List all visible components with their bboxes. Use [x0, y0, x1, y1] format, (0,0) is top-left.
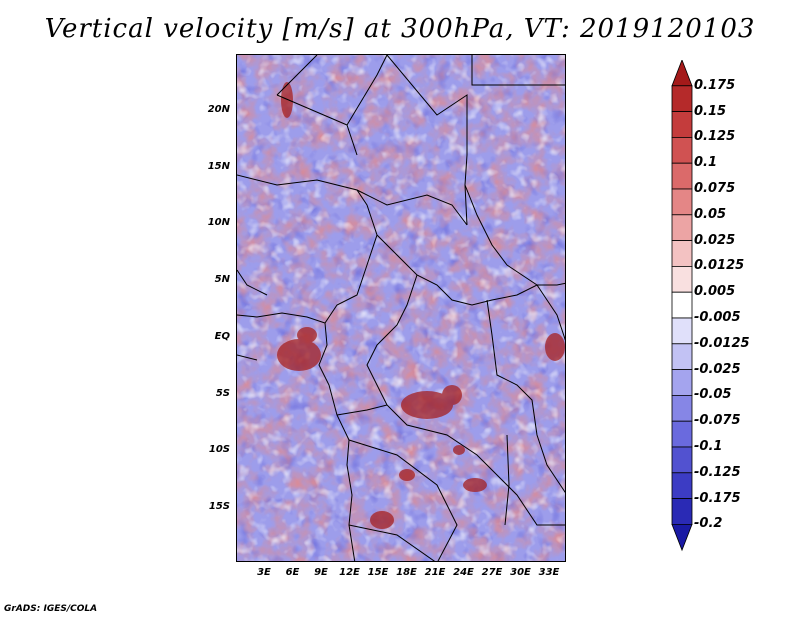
colorbar-tick-label: 0.15	[694, 103, 727, 119]
colorbar-tick-label: 0.175	[694, 77, 736, 93]
x-tick-label: 3E	[257, 567, 271, 578]
colorbar-tick-label: -0.025	[694, 361, 741, 377]
colorbar-swatch	[671, 369, 693, 396]
field-neutral-texture	[237, 55, 565, 561]
colorbar-swatch	[671, 446, 693, 474]
x-tick-label: 15E	[367, 567, 389, 578]
colorbar-tick-label: -0.175	[694, 490, 741, 506]
colorbar-tick-label: -0.005	[694, 310, 741, 325]
colorbar-swatch	[671, 85, 693, 112]
footer-credit: GrADS: IGES/COLA	[4, 604, 98, 614]
y-tick-label: 15S	[208, 500, 230, 512]
colorbar-min-triangle	[671, 523, 693, 552]
y-tick-label: 5S	[215, 387, 230, 399]
y-tick-label: 5N	[214, 274, 230, 286]
country-borders	[237, 55, 565, 561]
colorbar-tick-label: -0.075	[694, 413, 741, 429]
velocity-field-map	[237, 55, 565, 561]
colorbar-tick-label: -0.125	[694, 464, 741, 480]
colorbar-swatch	[671, 188, 693, 216]
colorbar-swatch	[671, 162, 693, 190]
colorbar-tick-label: -0.2	[694, 516, 723, 532]
y-tick-label: 10N	[207, 217, 230, 229]
x-tick-label: 21E	[424, 567, 446, 578]
colorbar-tick-label: 0.1	[694, 155, 718, 171]
colorbar-tick-label: 0.005	[694, 284, 736, 300]
x-tick-label: 27E	[481, 567, 503, 578]
map-panel	[236, 54, 566, 562]
colorbar-max-triangle	[671, 60, 693, 87]
x-tick-label: 9E	[314, 567, 328, 578]
colorbar-swatch	[671, 472, 693, 499]
colorbar-swatch	[671, 137, 693, 164]
x-tick-label: 33E	[538, 567, 560, 578]
x-tick-label: 30E	[510, 567, 531, 578]
colorbar-swatch	[671, 420, 693, 448]
colorbar-tick-label: 0.05	[694, 206, 727, 222]
colorbar-swatch	[671, 394, 693, 422]
colorbar	[671, 60, 693, 552]
colorbar-swatch	[671, 240, 693, 267]
colorbar-swatch	[671, 265, 693, 293]
colorbar-tick-label: 0.125	[694, 129, 736, 145]
colorbar-tick-label: 0.025	[694, 232, 736, 248]
x-tick-label: 24E	[453, 567, 474, 578]
colorbar-tick-label: -0.0125	[694, 335, 750, 351]
colorbar-swatch	[671, 343, 693, 370]
updraft-cores	[277, 82, 565, 529]
colorbar-swatch	[671, 111, 693, 138]
chart-title: Vertical velocity [m/s] at 300hPa, VT: 2…	[44, 14, 756, 44]
y-tick-label: 15N	[207, 160, 230, 172]
y-tick-label: 10S	[208, 444, 230, 456]
colorbar-swatch	[671, 291, 693, 319]
colorbar-swatch	[671, 317, 693, 345]
x-tick-label: 18E	[396, 567, 417, 578]
x-tick-label: 6E	[285, 567, 300, 578]
y-tick-label: EQ	[214, 330, 230, 342]
colorbar-swatch	[671, 498, 693, 525]
colorbar-tick-label: 0.075	[694, 181, 736, 196]
colorbar-tick-label: 0.0125	[694, 258, 745, 274]
colorbar-tick-label: -0.1	[694, 439, 723, 454]
colorbar-swatch	[671, 214, 693, 242]
x-tick-label: 12E	[339, 567, 360, 578]
colorbar-tick-label: -0.05	[694, 387, 732, 403]
y-tick-label: 20N	[207, 104, 230, 115]
